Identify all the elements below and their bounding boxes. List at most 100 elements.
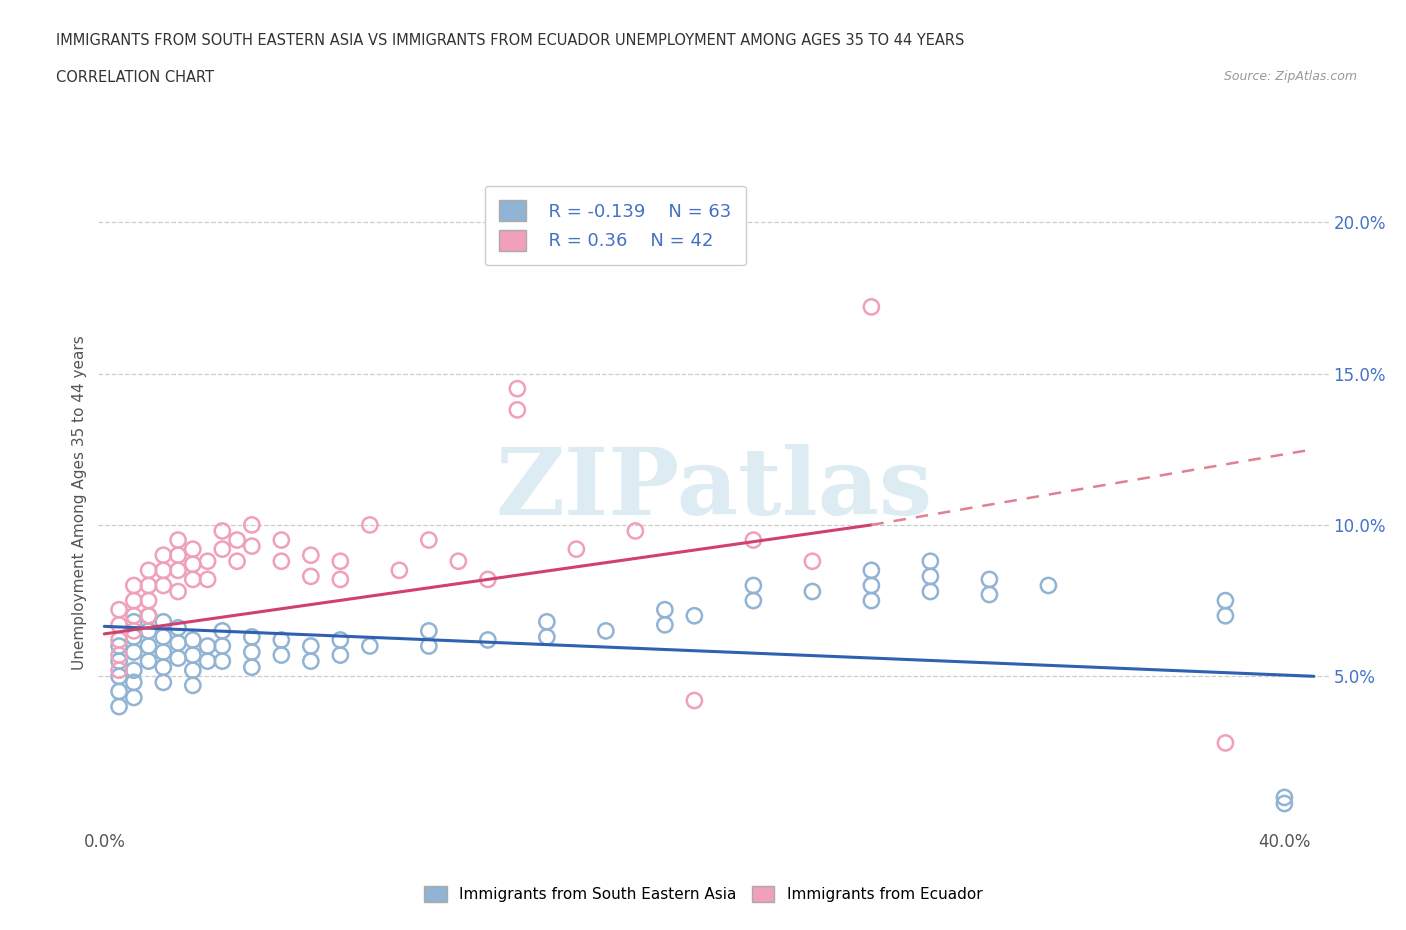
Point [122, 608, 145, 623]
Point [1038, 578, 1060, 593]
Point [108, 654, 131, 669]
Point [1215, 608, 1237, 623]
Point [152, 659, 174, 674]
Legend:   R = -0.139    N = 63,   R = 0.36    N = 42: R = -0.139 N = 63, R = 0.36 N = 42 [485, 186, 745, 265]
Point [240, 630, 263, 644]
Point [152, 644, 174, 659]
Point [860, 578, 883, 593]
Point [418, 623, 440, 638]
Point [108, 603, 131, 618]
Point [1274, 796, 1296, 811]
Point [197, 572, 219, 587]
Point [211, 541, 233, 556]
Point [167, 651, 190, 666]
Point [138, 608, 160, 623]
Point [299, 639, 322, 654]
Point [860, 299, 883, 314]
Point [624, 524, 647, 538]
Point [447, 553, 470, 568]
Point [595, 623, 617, 638]
Point [979, 587, 1001, 602]
Point [270, 533, 292, 548]
Point [108, 684, 131, 698]
Point [167, 635, 190, 650]
Text: ZIPatlas: ZIPatlas [495, 445, 932, 534]
Point [181, 647, 204, 662]
Point [270, 647, 292, 662]
Point [122, 675, 145, 690]
Point [920, 553, 942, 568]
Point [197, 654, 219, 669]
Text: IMMIGRANTS FROM SOUTH EASTERN ASIA VS IMMIGRANTS FROM ECUADOR UNEMPLOYMENT AMONG: IMMIGRANTS FROM SOUTH EASTERN ASIA VS IM… [56, 33, 965, 47]
Point [240, 659, 263, 674]
Point [683, 608, 706, 623]
Point [860, 593, 883, 608]
Point [920, 569, 942, 584]
Point [167, 620, 190, 635]
Point [654, 603, 676, 618]
Point [181, 632, 204, 647]
Point [152, 578, 174, 593]
Point [197, 639, 219, 654]
Point [181, 663, 204, 678]
Point [211, 654, 233, 669]
Point [226, 553, 249, 568]
Point [329, 553, 352, 568]
Legend: Immigrants from South Eastern Asia, Immigrants from Ecuador: Immigrants from South Eastern Asia, Immi… [418, 880, 988, 909]
Point [1274, 790, 1296, 804]
Point [108, 647, 131, 662]
Point [240, 517, 263, 532]
Point [181, 678, 204, 693]
Point [226, 533, 249, 548]
Point [138, 563, 160, 578]
Point [742, 533, 765, 548]
Point [152, 615, 174, 630]
Point [138, 578, 160, 593]
Point [742, 593, 765, 608]
Point [536, 615, 558, 630]
Point [138, 623, 160, 638]
Point [979, 572, 1001, 587]
Point [860, 563, 883, 578]
Point [211, 524, 233, 538]
Point [181, 572, 204, 587]
Point [108, 663, 131, 678]
Point [167, 584, 190, 599]
Text: CORRELATION CHART: CORRELATION CHART [56, 70, 214, 85]
Point [477, 632, 499, 647]
Point [138, 593, 160, 608]
Point [1215, 736, 1237, 751]
Point [152, 675, 174, 690]
Point [122, 615, 145, 630]
Point [108, 639, 131, 654]
Point [920, 584, 942, 599]
Point [654, 618, 676, 632]
Point [122, 663, 145, 678]
Point [683, 693, 706, 708]
Point [122, 578, 145, 593]
Point [108, 669, 131, 684]
Point [418, 533, 440, 548]
Point [270, 632, 292, 647]
Point [181, 541, 204, 556]
Point [211, 639, 233, 654]
Point [167, 548, 190, 563]
Point [138, 608, 160, 623]
Point [270, 553, 292, 568]
Point [152, 548, 174, 563]
Point [211, 623, 233, 638]
Point [1215, 593, 1237, 608]
Point [388, 563, 411, 578]
Point [152, 630, 174, 644]
Point [167, 563, 190, 578]
Point [299, 569, 322, 584]
Point [359, 517, 381, 532]
Point [418, 639, 440, 654]
Text: Source: ZipAtlas.com: Source: ZipAtlas.com [1223, 70, 1357, 83]
Point [506, 403, 529, 418]
Point [240, 644, 263, 659]
Point [122, 623, 145, 638]
Point [536, 630, 558, 644]
Point [801, 584, 824, 599]
Point [181, 557, 204, 572]
